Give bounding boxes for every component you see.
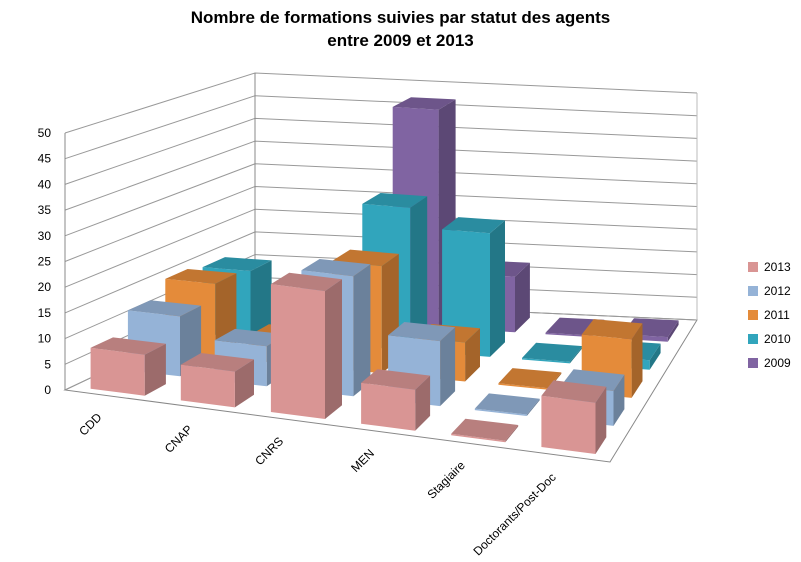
- bar-top: [331, 249, 399, 267]
- bar-top: [127, 300, 202, 317]
- bar-front: [180, 364, 235, 408]
- y-tick-label: 30: [38, 229, 52, 243]
- legend-swatch: [748, 358, 758, 368]
- category-label: Stagiaire: [424, 458, 468, 502]
- bar-side: [325, 279, 342, 419]
- bar-side: [569, 346, 583, 364]
- bar-side: [613, 374, 625, 426]
- legend-swatch: [748, 262, 758, 272]
- bar-side: [234, 359, 254, 408]
- bar-2013-CNAP: [180, 353, 254, 408]
- legend-label: 2009: [764, 356, 791, 370]
- category-label: Doctorants/Post-Doc: [471, 470, 559, 558]
- bar-side: [465, 328, 480, 382]
- legend-item-2010: 2010: [748, 332, 791, 346]
- bar-2010-MEN: [442, 217, 505, 357]
- bar-top: [388, 322, 456, 342]
- legend-item-2009: 2009: [748, 356, 791, 370]
- bar-side: [490, 220, 505, 357]
- bar-front: [361, 382, 416, 431]
- y-tick-label: 45: [38, 152, 52, 166]
- bar-top: [442, 217, 505, 234]
- category-label: MEN: [348, 446, 377, 475]
- bar-2013-CNRS: [270, 272, 342, 419]
- bar-front: [270, 284, 325, 419]
- legend-label: 2011: [764, 308, 790, 322]
- bar-top: [180, 353, 254, 372]
- bar-top: [362, 193, 428, 208]
- bar-side: [667, 320, 679, 342]
- bar-side: [631, 323, 643, 398]
- bar-top: [301, 259, 371, 277]
- legend-label: 2010: [764, 332, 791, 346]
- y-tick-label: 15: [38, 306, 52, 320]
- bar-side: [353, 264, 371, 397]
- y-tick-label: 35: [38, 203, 52, 217]
- legend-label: 2012: [764, 284, 791, 298]
- y-tick-label: 25: [38, 255, 52, 269]
- y-tick-label: 20: [38, 280, 52, 294]
- bar-2013-Doctorants/Post-Doc: [541, 380, 607, 454]
- bar-front: [541, 395, 596, 454]
- bar-2013-MEN: [361, 369, 431, 431]
- bar-front: [545, 332, 592, 338]
- bar-front: [474, 408, 527, 416]
- bar-front: [451, 433, 506, 443]
- bar-side: [526, 398, 540, 416]
- bar-side: [415, 375, 431, 431]
- y-tick-label: 50: [38, 126, 52, 140]
- bar-top: [361, 369, 431, 390]
- y-tick-label: 5: [44, 357, 51, 371]
- legend-item-2011: 2011: [748, 308, 790, 322]
- gridline: [64, 117, 698, 185]
- legend-swatch: [748, 310, 758, 320]
- gridline: [64, 95, 698, 160]
- chart-title-line-2: entre 2009 et 2013: [327, 31, 474, 50]
- bar-2013-CDD: [90, 337, 166, 396]
- bar-top: [165, 269, 237, 284]
- bar-2012-Stagiaire: [474, 393, 540, 416]
- legend-label: 2013: [764, 260, 791, 274]
- bar-side: [515, 262, 530, 333]
- bar-side: [505, 425, 519, 443]
- category-label: CNRS: [252, 434, 286, 468]
- bar-top: [214, 328, 286, 347]
- legend-swatch: [748, 334, 758, 344]
- bar-top: [451, 418, 519, 441]
- category-label: CDD: [76, 410, 105, 439]
- bar-top: [581, 319, 643, 340]
- category-label: CNAP: [162, 422, 195, 455]
- bar-top: [541, 380, 607, 403]
- legend-swatch: [748, 286, 758, 296]
- bar-top: [392, 97, 456, 110]
- bar-front: [90, 347, 145, 396]
- bar-front: [442, 229, 490, 357]
- bar-front: [498, 383, 549, 390]
- bar-side: [440, 327, 456, 407]
- bar-top: [202, 257, 272, 271]
- bar-top: [270, 272, 342, 292]
- legend-item-2012: 2012: [748, 284, 791, 298]
- bar-front: [522, 358, 570, 364]
- bar-top: [522, 342, 583, 362]
- bar-top: [474, 393, 540, 415]
- y-tick-label: 40: [38, 177, 52, 191]
- bar-side: [649, 343, 661, 370]
- bar-side: [144, 343, 166, 396]
- y-tick-label: 0: [44, 383, 51, 397]
- bar-top: [498, 368, 562, 389]
- bar-2013-Stagiaire: [451, 418, 519, 443]
- bar-side: [250, 260, 272, 338]
- bar-side: [595, 386, 607, 454]
- chart-title-line-1: Nombre de formations suivies par statut …: [190, 8, 611, 27]
- y-tick-label: 10: [38, 332, 52, 346]
- bar-top: [90, 337, 166, 355]
- bar-side: [410, 196, 428, 351]
- legend-item-2013: 2013: [748, 260, 791, 274]
- bar-2010-Stagiaire: [522, 342, 583, 364]
